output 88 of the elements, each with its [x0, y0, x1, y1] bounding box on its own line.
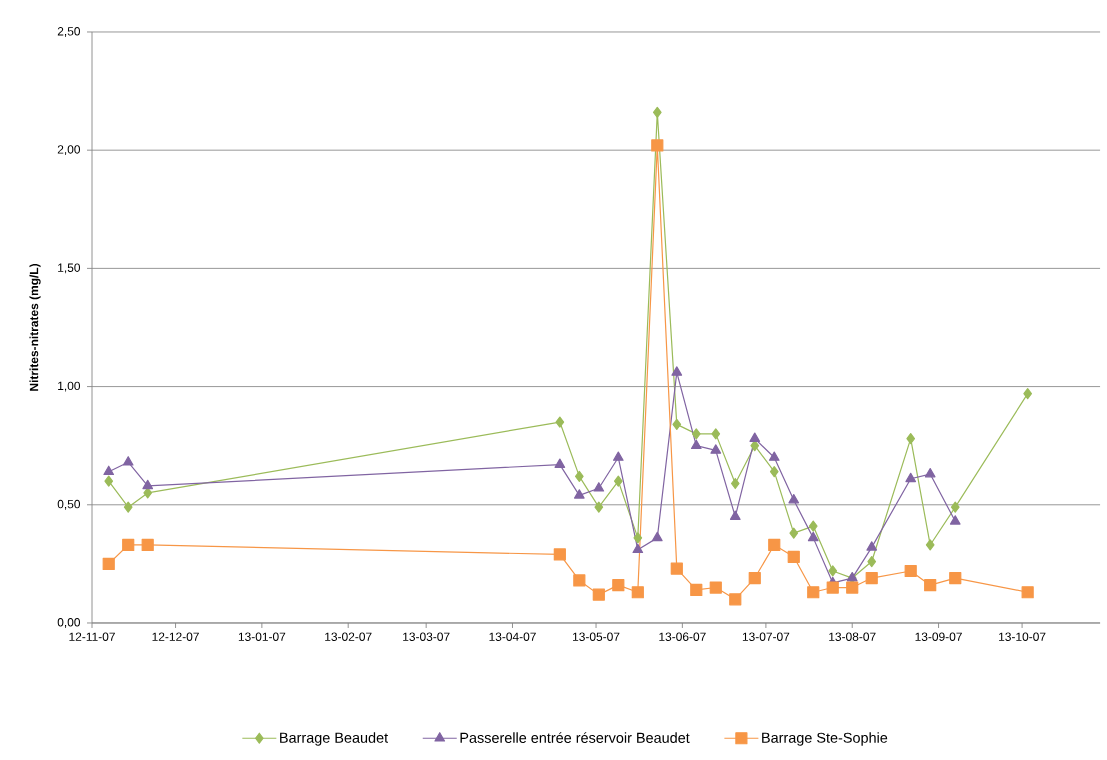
point — [787, 550, 800, 563]
point — [906, 432, 916, 445]
x-tick-label: 13-07-07 — [742, 632, 790, 641]
point — [846, 581, 859, 594]
point — [553, 548, 566, 561]
point — [555, 416, 565, 428]
y-tick-label: 0,00 — [57, 618, 81, 628]
y-tick-label: 2,50 — [57, 27, 81, 37]
point — [768, 538, 781, 552]
legend-label: Barrage Ste-Sophie — [762, 732, 888, 746]
point — [865, 571, 878, 585]
y-tick-label: 2,00 — [57, 145, 81, 156]
point — [924, 467, 936, 478]
point — [808, 520, 818, 532]
point — [102, 557, 115, 570]
point — [807, 586, 820, 599]
point — [690, 583, 703, 596]
x-tick-label: 13-01-07 — [238, 632, 286, 641]
x-tick-label: 13-06-07 — [659, 632, 706, 641]
x-tick-label: 13-05-07 — [573, 632, 620, 641]
point — [652, 106, 662, 118]
point — [690, 439, 702, 450]
point — [633, 532, 643, 544]
point — [574, 470, 584, 483]
point — [748, 571, 761, 585]
point — [711, 428, 721, 440]
point — [103, 465, 115, 476]
point — [632, 543, 644, 554]
point — [949, 515, 961, 525]
point — [730, 477, 740, 490]
legend-label: Barrage Beaudet — [280, 732, 389, 746]
point — [691, 428, 701, 440]
point — [122, 456, 134, 466]
point — [769, 466, 779, 478]
point — [573, 574, 586, 587]
x-tick-label: 13-09-07 — [915, 632, 962, 641]
point — [949, 571, 962, 585]
point — [729, 593, 742, 606]
point — [826, 581, 839, 594]
point — [749, 432, 761, 442]
point — [651, 531, 663, 542]
point — [104, 475, 114, 487]
x-tick-label: 13-02-07 — [325, 632, 372, 641]
point — [1021, 586, 1034, 599]
x-tick-label: 13-03-07 — [403, 632, 450, 641]
point — [807, 531, 819, 542]
point — [729, 510, 741, 520]
point — [925, 539, 935, 551]
x-tick-label: 12-12-07 — [152, 632, 199, 641]
point — [592, 588, 605, 601]
point — [789, 527, 799, 539]
x-tick-label: 13-10-07 — [999, 632, 1046, 641]
point — [573, 489, 585, 499]
y-tick-label: 1,00 — [58, 381, 81, 392]
point — [613, 475, 623, 487]
y-tick-label: 0,50 — [57, 499, 81, 510]
point — [768, 451, 780, 461]
point — [141, 538, 154, 552]
point — [788, 493, 800, 504]
x-tick-label: 12-11-07 — [69, 632, 115, 641]
point — [651, 139, 664, 152]
point — [950, 501, 960, 513]
point — [554, 458, 566, 468]
x-tick-label: 13-04-07 — [489, 632, 536, 641]
point — [671, 366, 683, 376]
point — [122, 538, 135, 552]
point — [142, 479, 154, 490]
point — [866, 541, 878, 551]
point — [670, 562, 683, 575]
point — [631, 586, 644, 599]
point — [924, 579, 937, 592]
point — [123, 501, 133, 513]
point — [710, 444, 722, 454]
point — [593, 482, 605, 492]
point — [905, 472, 917, 483]
point — [904, 564, 917, 578]
point — [672, 418, 682, 431]
legend-label: Passerelle entrée réservoir Beaudet — [460, 732, 690, 743]
x-tick-label: 13-08-07 — [829, 632, 876, 641]
point — [594, 501, 604, 513]
point — [612, 579, 625, 592]
point — [612, 451, 624, 461]
y-tick-label: 1,50 — [58, 263, 81, 274]
y-axis-title: Nitrites-nitrates (mg/L) — [29, 263, 41, 391]
point — [709, 581, 722, 594]
point — [828, 565, 838, 577]
point — [1023, 388, 1033, 400]
point — [867, 555, 877, 568]
